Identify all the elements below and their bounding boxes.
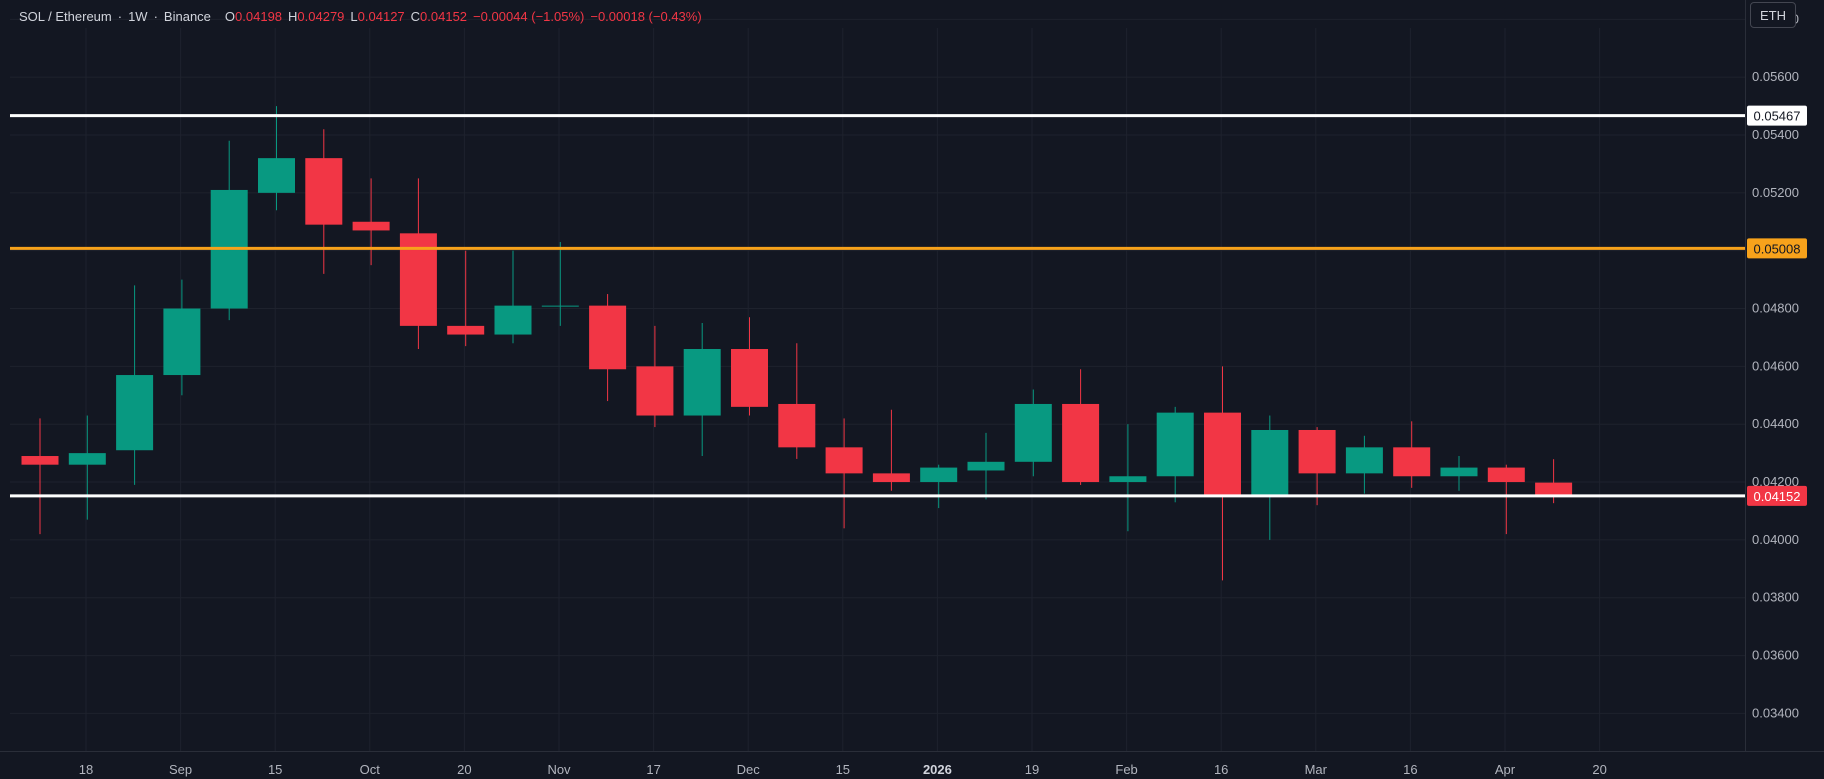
candle-down	[589, 305, 627, 370]
x-tick-label: 16	[1214, 762, 1228, 777]
candle-down	[1062, 403, 1100, 483]
y-tick-label: 0.04800	[1752, 301, 1799, 316]
y-tick-label: 0.04200	[1752, 474, 1799, 489]
x-tick-label: 19	[1025, 762, 1039, 777]
ohlc-close: C0.04152	[410, 8, 468, 24]
header-separator: ·	[153, 8, 158, 24]
candle-up	[68, 453, 106, 465]
x-tick-label: Apr	[1495, 762, 1516, 777]
candle-down	[1204, 412, 1241, 497]
x-tick-label: 15	[836, 762, 850, 777]
x-tick-label: 20	[457, 762, 471, 777]
x-tick-label: Oct	[360, 762, 381, 777]
candle-up	[1440, 467, 1478, 477]
candle-up	[1156, 412, 1194, 477]
y-tick-label: 0.05200	[1752, 185, 1799, 200]
candle-down	[1298, 429, 1336, 474]
y-tick-label: 0.04600	[1752, 358, 1799, 373]
symbol-header: SOL / Ethereum · 1W · Binance O0.04198 H…	[19, 6, 702, 26]
symbol-name[interactable]: SOL / Ethereum	[19, 8, 112, 24]
candle-down	[447, 325, 485, 335]
candle-down	[352, 221, 390, 231]
candle-down	[1393, 447, 1431, 477]
y-tick-label: 0.03600	[1752, 648, 1799, 663]
ohlc-open: O0.04198	[224, 8, 283, 24]
x-tick-label: 18	[79, 762, 93, 777]
candle-down	[305, 158, 343, 225]
candle-up	[683, 349, 721, 416]
header-separator: ·	[117, 8, 123, 24]
candle-up	[258, 158, 295, 193]
price-change-secondary: −0.00018 (−0.43%)	[590, 8, 702, 24]
y-tick-label: 0.03800	[1752, 590, 1799, 605]
x-tick-label: Feb	[1115, 762, 1137, 777]
price-tag-label: 0.05467	[1754, 109, 1801, 124]
exchange-label: Binance	[163, 8, 211, 24]
candle-up	[494, 305, 532, 335]
x-tick-label: 17	[646, 762, 660, 777]
price-tag	[1747, 105, 1807, 126]
x-tick-label: 20	[1592, 762, 1606, 777]
interval-label[interactable]: 1W	[128, 8, 148, 24]
x-tick-label: 15	[268, 762, 282, 777]
y-tick-label: 0.03400	[1752, 705, 1799, 720]
x-tick-label: 2026	[923, 762, 952, 777]
price-tag-label: 0.04152	[1754, 489, 1801, 504]
candle-down	[825, 447, 863, 474]
candle-up	[1345, 447, 1383, 474]
price-change: −0.00044 (−1.05%)	[473, 8, 585, 24]
y-tick-label: 0.04000	[1752, 532, 1799, 547]
candle-up	[1014, 403, 1052, 462]
x-tick-label: 16	[1403, 762, 1417, 777]
currency-button[interactable]: ETH	[1750, 2, 1796, 28]
candle-down	[1535, 482, 1573, 496]
ohlc-low: L0.04127	[350, 8, 405, 24]
y-tick-label: 0.04400	[1752, 416, 1799, 431]
candle-up	[116, 375, 154, 451]
candle-up	[967, 461, 1005, 471]
price-tag	[1747, 485, 1807, 506]
x-tick-label: Sep	[169, 762, 192, 777]
x-tick-label: Mar	[1305, 762, 1328, 777]
candle-down	[731, 349, 768, 407]
candle-down	[636, 366, 674, 416]
candle-down	[1487, 467, 1525, 483]
candle-down	[778, 403, 816, 448]
ohlc-high: H0.04279	[288, 8, 345, 24]
price-tag	[1747, 238, 1807, 259]
price-tag-label: 0.05008	[1754, 241, 1801, 256]
candle-down	[21, 456, 59, 465]
candle-up	[1251, 429, 1289, 497]
candle-up	[163, 308, 201, 376]
candle-up	[920, 467, 958, 483]
x-tick-label: Nov	[547, 762, 571, 777]
candle-up	[1109, 476, 1147, 483]
x-tick-label: Dec	[737, 762, 761, 777]
y-tick-label: 0.05400	[1752, 127, 1799, 142]
y-tick-label: 0.05600	[1752, 69, 1799, 84]
candle-up	[541, 305, 579, 307]
candle-down	[872, 473, 910, 483]
